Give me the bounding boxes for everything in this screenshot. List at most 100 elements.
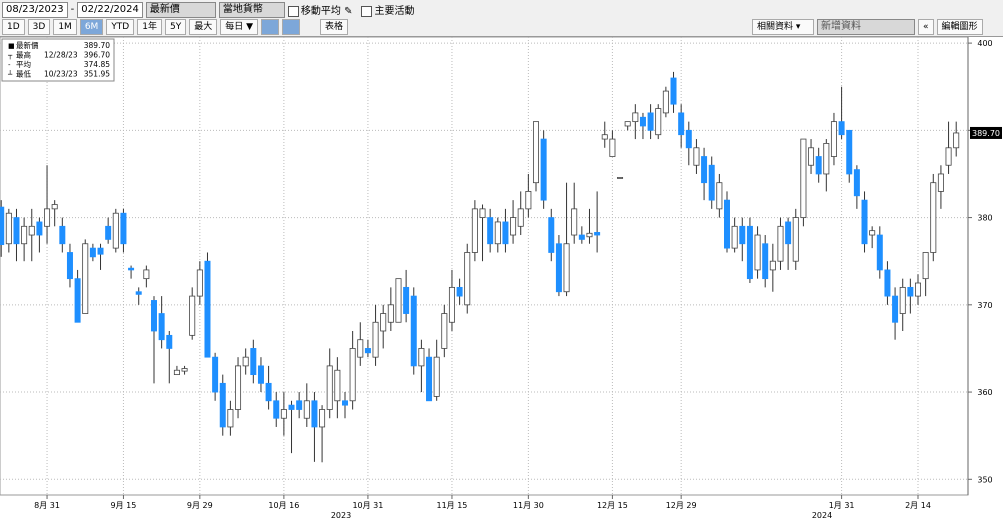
x-tick-label: 8月 31: [34, 501, 60, 510]
frequency[interactable]: 每日 ▼: [220, 18, 259, 35]
candle-body: [533, 121, 540, 184]
range-button[interactable]: 最大: [189, 18, 218, 35]
toggle[interactable]: [282, 18, 301, 35]
candle-body: [319, 409, 326, 428]
moving-average[interactable]: 移動平均 ✎: [287, 2, 352, 17]
candle-body: [273, 400, 280, 419]
candle-body: [617, 177, 624, 179]
x-tick-label: 11月 30: [513, 501, 544, 510]
candle-body: [166, 334, 173, 349]
candle-body: [235, 365, 242, 410]
candle-body: [892, 295, 899, 323]
candle-body: [647, 112, 654, 131]
candle-body: [830, 121, 837, 157]
candle-body: [372, 321, 379, 358]
legend-icon: ■: [8, 42, 15, 50]
candle-body: [754, 234, 761, 271]
toolbar-row: 08/23/2023 - 02/22/2024 最新價 當地貨幣 移動平均 ✎ …: [0, 1, 414, 18]
candle-body: [876, 234, 883, 271]
currency[interactable]: 當地貨幣: [218, 1, 285, 18]
x-tick-label: 9月 15: [111, 501, 137, 510]
candle-body: [937, 173, 944, 192]
range-button[interactable]: YTD: [106, 18, 135, 35]
candle-body: [785, 221, 792, 245]
range-button[interactable]: 3D: [27, 18, 51, 35]
range-button[interactable]: 5Y: [164, 18, 187, 35]
candle-body: [869, 230, 876, 236]
candle-body: [594, 232, 601, 236]
candle-body: [227, 409, 234, 428]
candle-body: [609, 138, 616, 157]
candle-body: [571, 208, 578, 236]
candle-body: [280, 409, 287, 419]
x-tick-label: 2月 14: [905, 501, 931, 510]
candle-body: [479, 208, 486, 218]
legend-name: 最高: [16, 50, 31, 60]
candle-body: [181, 368, 188, 372]
y-tick-label: 360: [977, 388, 992, 397]
candle-body: [242, 356, 249, 367]
toggle[interactable]: [261, 18, 280, 35]
candle-body: [471, 208, 478, 253]
legend-icon: ┴: [7, 70, 13, 79]
range-button[interactable]: 1D: [2, 18, 25, 35]
key-events[interactable]: 主要活動: [361, 2, 414, 17]
candle-body: [922, 252, 929, 280]
range-button[interactable]: 1M: [53, 18, 77, 35]
collapse[interactable]: «: [918, 18, 934, 35]
candle-body: [426, 356, 433, 402]
y-tick-label: 350: [977, 475, 992, 484]
range-button[interactable]: 6M: [79, 18, 104, 35]
related-data[interactable]: 相關資料 ▾: [752, 18, 814, 35]
legend-icon: -: [8, 61, 11, 69]
candle-body: [838, 121, 845, 136]
price-field[interactable]: 最新價: [145, 1, 216, 18]
start-date[interactable]: 08/23/2023: [2, 1, 68, 18]
candle-body: [792, 217, 799, 262]
candle-body: [578, 234, 585, 240]
candle-body: [219, 382, 226, 428]
candle-body: [639, 116, 646, 127]
legend-name: 平均: [16, 59, 31, 69]
edit-chart[interactable]: 編輯圖形: [936, 18, 983, 35]
candle-body: [441, 313, 448, 349]
legend-name: 最新價: [16, 40, 39, 50]
x-tick-label: 10月 31: [352, 501, 383, 510]
last-price-label: 389.70: [972, 129, 1000, 138]
x-tick-label: 10月 16: [268, 501, 299, 510]
candle-body: [555, 243, 562, 293]
candle-body: [13, 217, 20, 245]
candle-body: [44, 208, 51, 227]
candle-body: [0, 206, 5, 246]
candle-body: [487, 217, 494, 245]
candle-body: [517, 208, 524, 227]
toolbar: 08/23/2023 - 02/22/2024 最新價 當地貨幣 移動平均 ✎ …: [0, 0, 1003, 37]
add-data[interactable]: 新增資料: [817, 18, 915, 35]
legend-date: 12/28/23: [44, 51, 78, 60]
candle-body: [212, 356, 219, 393]
y-tick-label: 380: [977, 214, 992, 223]
candle-body: [5, 212, 12, 245]
candle-body: [853, 169, 860, 197]
candle-body: [410, 295, 417, 367]
candle-body: [135, 291, 142, 295]
candle-body: [800, 138, 807, 218]
toolbar-right: 相關資料 ▾ 新增資料 « 編輯圖形: [752, 18, 983, 35]
candle-body: [823, 143, 830, 175]
candle-body: [899, 286, 906, 314]
table-button[interactable]: 表格: [320, 18, 349, 35]
candle-body: [563, 243, 570, 293]
candle-body: [953, 132, 960, 149]
legend-value: 351.95: [84, 70, 110, 79]
candle-body: [601, 134, 608, 140]
candle-body: [510, 217, 517, 236]
end-date[interactable]: 02/22/2024: [77, 1, 143, 18]
candle-body: [502, 221, 509, 245]
candle-body: [448, 286, 455, 323]
candle-body: [82, 243, 89, 314]
candle-body: [59, 225, 66, 245]
x-tick-label: 1月 31: [829, 501, 855, 510]
candle-body: [701, 156, 708, 184]
range-button[interactable]: 1年: [137, 18, 162, 35]
